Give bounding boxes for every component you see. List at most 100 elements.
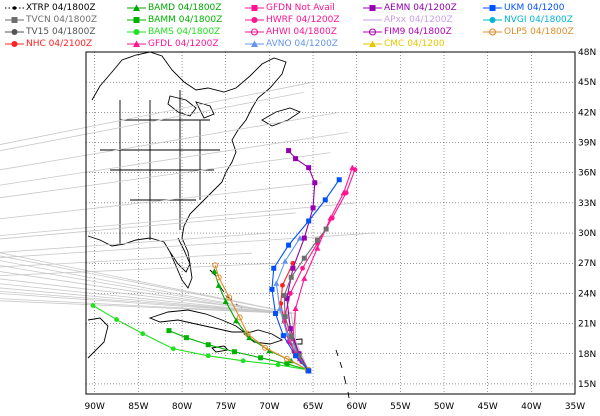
track-point-aemn	[301, 235, 307, 241]
track-point-olp5	[262, 344, 269, 351]
legend-symbol	[5, 41, 24, 47]
track-line-hwrf	[283, 169, 356, 372]
track-point-tvcn	[288, 334, 294, 340]
legend-label: BAMS 04/1800Z	[148, 27, 221, 37]
track-point-ukm	[306, 368, 312, 374]
y-tick-label: 27N	[578, 259, 596, 269]
track-point-bamm	[231, 349, 237, 355]
track-point-ukm	[293, 353, 299, 359]
track-line-olp5	[214, 265, 309, 371]
legend-symbol	[5, 6, 24, 10]
track-point-olp5	[226, 294, 233, 301]
track-point-avno	[296, 235, 303, 241]
track-point-bams	[114, 317, 119, 322]
legend-label: GFDL 04/1200Z	[148, 39, 219, 49]
track-point-tvcn	[296, 353, 302, 359]
track-point-bamm	[284, 361, 290, 367]
track-point-hwrf	[352, 167, 358, 173]
legend-symbol	[483, 5, 502, 11]
legend-symbol	[245, 40, 264, 47]
y-tick-label: 21N	[578, 320, 596, 330]
track-point-bamd	[215, 282, 222, 288]
hispaniola	[243, 329, 284, 345]
track-point-gfdl	[292, 305, 299, 311]
x-tick-label: 40W	[521, 402, 541, 412]
track-point-tvcn	[281, 292, 287, 298]
track-point-olp5	[236, 314, 243, 321]
legend-symbol	[245, 28, 264, 36]
yucatan	[87, 317, 109, 359]
legend: XTRP 04/1800Z TVCN 04/1800Z TV15 04/1800Z N…	[0, 0, 600, 50]
legend-symbol	[363, 40, 382, 47]
legend-label: TV15 04/1800Z	[26, 27, 96, 37]
y-tick-label: 24N	[578, 289, 596, 299]
nova-scotia	[261, 107, 301, 127]
y-tick-label: 45N	[578, 78, 596, 88]
track-point-ukm	[272, 311, 278, 317]
legend-label: AVNO 04/1200Z	[266, 39, 338, 49]
track-point-avno	[276, 305, 283, 311]
x-tick-label: 55W	[390, 402, 410, 412]
legend-symbol	[127, 4, 146, 11]
track-point-bamd	[222, 298, 229, 304]
track-point-gfdl	[314, 245, 321, 251]
track-point-tvcn	[288, 274, 294, 280]
track-point-hwrf	[329, 215, 335, 221]
x-tick-label: 35W	[565, 402, 585, 412]
legend-symbol	[245, 17, 264, 23]
legend-label: UKM 04/1200	[504, 3, 565, 13]
legend-label: CMC 04/1200	[384, 39, 445, 49]
track-line-ukm	[271, 179, 340, 372]
state-lines	[100, 90, 220, 244]
track-point-aemn	[287, 326, 293, 332]
cuba	[148, 309, 246, 333]
legend-label: TVCN 04/1800Z	[26, 15, 98, 25]
track-point-aemn	[310, 205, 316, 211]
track-point-bamm	[166, 328, 172, 334]
track-point-ukm	[271, 265, 277, 271]
legend-symbol	[363, 28, 382, 36]
legend-symbol	[483, 28, 502, 36]
legend-label: NVGI 04/1800Z	[504, 15, 573, 25]
legend-label: AEMN 04/1200Z	[384, 3, 457, 13]
track-point-aemn	[312, 180, 318, 186]
x-tick-label: 70W	[259, 402, 279, 412]
legend-symbol	[127, 40, 146, 47]
track-point-olp5	[244, 330, 251, 337]
track-point-olp5	[212, 262, 219, 269]
track-point-gfdl	[301, 275, 308, 281]
track-point-aemn	[290, 265, 296, 271]
legend-symbol	[245, 5, 264, 11]
track-point-ukm	[280, 333, 286, 339]
land-outlines	[87, 51, 350, 399]
track-point-ukm	[322, 197, 328, 203]
track-point-ukm	[306, 218, 312, 224]
x-tick-label: 45W	[477, 402, 497, 412]
legend-label: GFDN Not Avail	[266, 3, 335, 13]
legend-symbol	[127, 29, 146, 35]
track-line-bams	[92, 305, 308, 371]
track-point-avno	[282, 258, 289, 264]
track-point-bamd	[211, 268, 218, 274]
track-point-olp5	[215, 274, 222, 281]
ensemble-track-line	[0, 262, 310, 372]
lat-lon-grid	[86, 51, 576, 394]
track-point-bams	[240, 358, 246, 364]
track-point-aemn	[306, 165, 312, 171]
legend-symbol	[5, 29, 24, 35]
track-point-aemn	[286, 148, 292, 154]
x-tick-label: 85W	[128, 402, 148, 412]
great-lakes	[167, 95, 215, 119]
legend-symbol	[127, 17, 146, 23]
track-point-aemn	[293, 156, 299, 162]
legend-label: BAMM 04/1800Z	[148, 15, 223, 25]
track-point-tvcn	[282, 314, 288, 320]
y-tick-label: 42N	[578, 108, 596, 118]
y-tick-labels: 15N 18N 21N 24N 27N 30N 33N 36N 39N 42N 45N 48N	[578, 48, 596, 390]
track-point-bamm	[258, 355, 264, 361]
legend-label: XTRP 04/1800Z	[26, 3, 96, 13]
x-tick-label: 65W	[303, 402, 323, 412]
track-point-olp5	[283, 355, 290, 362]
track-point-hwrf	[343, 190, 349, 196]
